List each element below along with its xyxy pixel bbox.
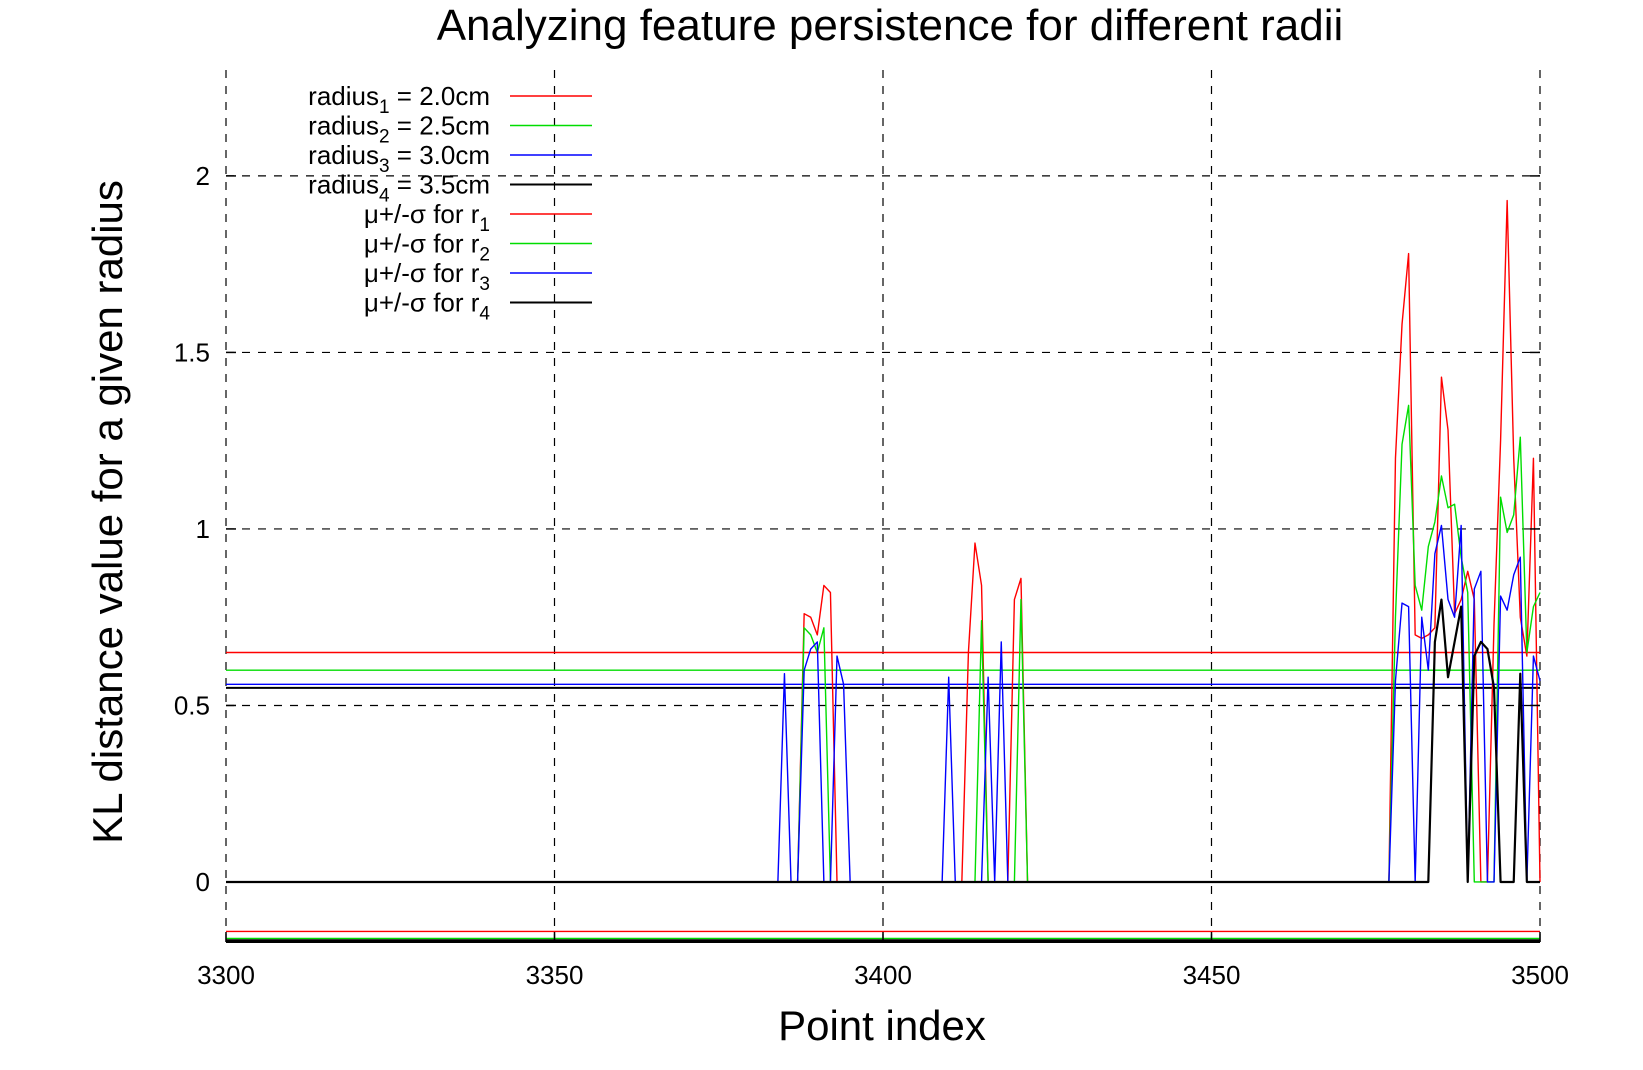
y-tick-label-4: 2: [196, 161, 210, 191]
legend-label-5: μ+/-σ for r1: [364, 199, 490, 236]
y-tick-label-3: 1.5: [174, 337, 210, 367]
x-tick-label-4: 3500: [1511, 960, 1569, 990]
legend-label-6: μ+/-σ for r2: [364, 229, 490, 266]
series-line-1: [226, 199, 1541, 883]
legend-label-4: radius4 = 3.5cm: [308, 170, 490, 207]
chart-title: Analyzing feature persistence for differ…: [437, 1, 1344, 50]
legend-label-1: radius1 = 2.0cm: [308, 81, 490, 118]
legend-label-7: μ+/-σ for r3: [364, 258, 490, 295]
legend-label-3: radius3 = 3.0cm: [308, 140, 490, 177]
x-axis-label: Point index: [778, 1002, 986, 1049]
x-tick-label-2: 3400: [854, 960, 912, 990]
x-tick-label-1: 3350: [526, 960, 584, 990]
x-tick-label-0: 3300: [197, 960, 255, 990]
series-line-2: [226, 404, 1541, 883]
x-ticks: 3300 3350 3400 3450 3500: [197, 932, 1569, 990]
legend-label-2: radius2 = 2.5cm: [308, 111, 490, 148]
grid: [225, 70, 1541, 942]
y-tick-label-1: 0.5: [174, 690, 210, 720]
y-tick-label-0: 0: [196, 867, 210, 897]
y-tick-label-2: 1: [196, 514, 210, 544]
x-tick-label-3: 3450: [1183, 960, 1241, 990]
y-axis-label: KL distance value for a given radius: [84, 180, 131, 844]
series-lines: [226, 199, 1541, 884]
legend-label-8: μ+/-σ for r4: [364, 288, 491, 325]
y-ticks: 0 0.5 1 1.5 2: [174, 161, 1540, 897]
series-line-3: [226, 524, 1541, 883]
series-line-4: [226, 598, 1540, 884]
